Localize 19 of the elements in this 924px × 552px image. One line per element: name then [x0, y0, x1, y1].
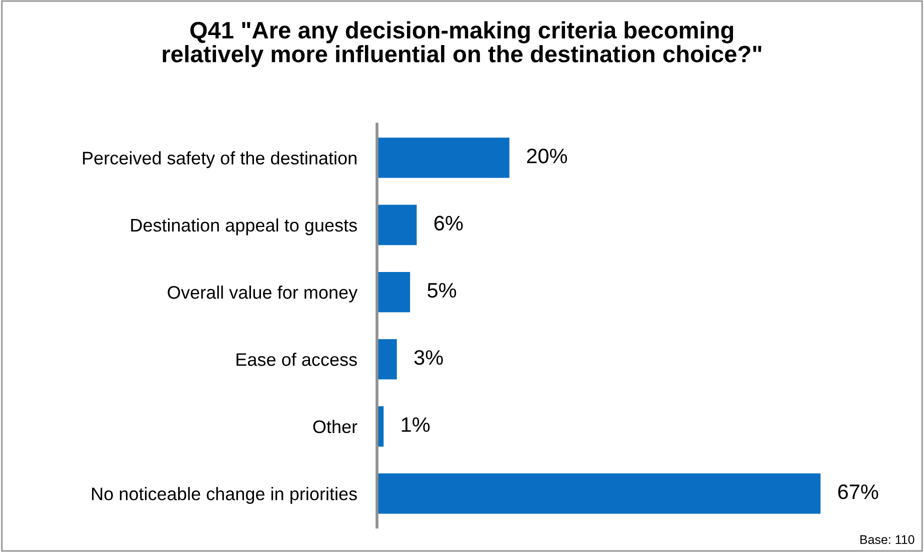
- bar: [376, 138, 510, 178]
- y-tick-label: Perceived safety of the destination: [83, 151, 356, 168]
- data-label: 3%: [414, 350, 443, 365]
- data-label: 5%: [428, 283, 456, 298]
- text: Base: 110: [860, 535, 914, 544]
- bar: [376, 204, 417, 246]
- data-label: 6%: [434, 216, 463, 231]
- bar: [376, 339, 397, 380]
- y-tick-label: Overall value for money: [168, 286, 358, 302]
- data-label: 67%: [838, 484, 878, 500]
- y-tick-label: Ease of access: [236, 352, 357, 366]
- data-label: 20%: [527, 148, 568, 164]
- y-tick-label: Other: [313, 420, 358, 434]
- data-label: 1%: [402, 417, 430, 432]
- y-tick-label: No noticeable change in priorities: [92, 487, 357, 504]
- y-tick-label: Destination appeal to guests: [131, 218, 357, 236]
- bar: [376, 272, 410, 312]
- bar: [376, 473, 821, 514]
- chart-title: Q41 "Are any decision-making criteria becoming relatively more influential on the destination choice?": [162, 21, 762, 68]
